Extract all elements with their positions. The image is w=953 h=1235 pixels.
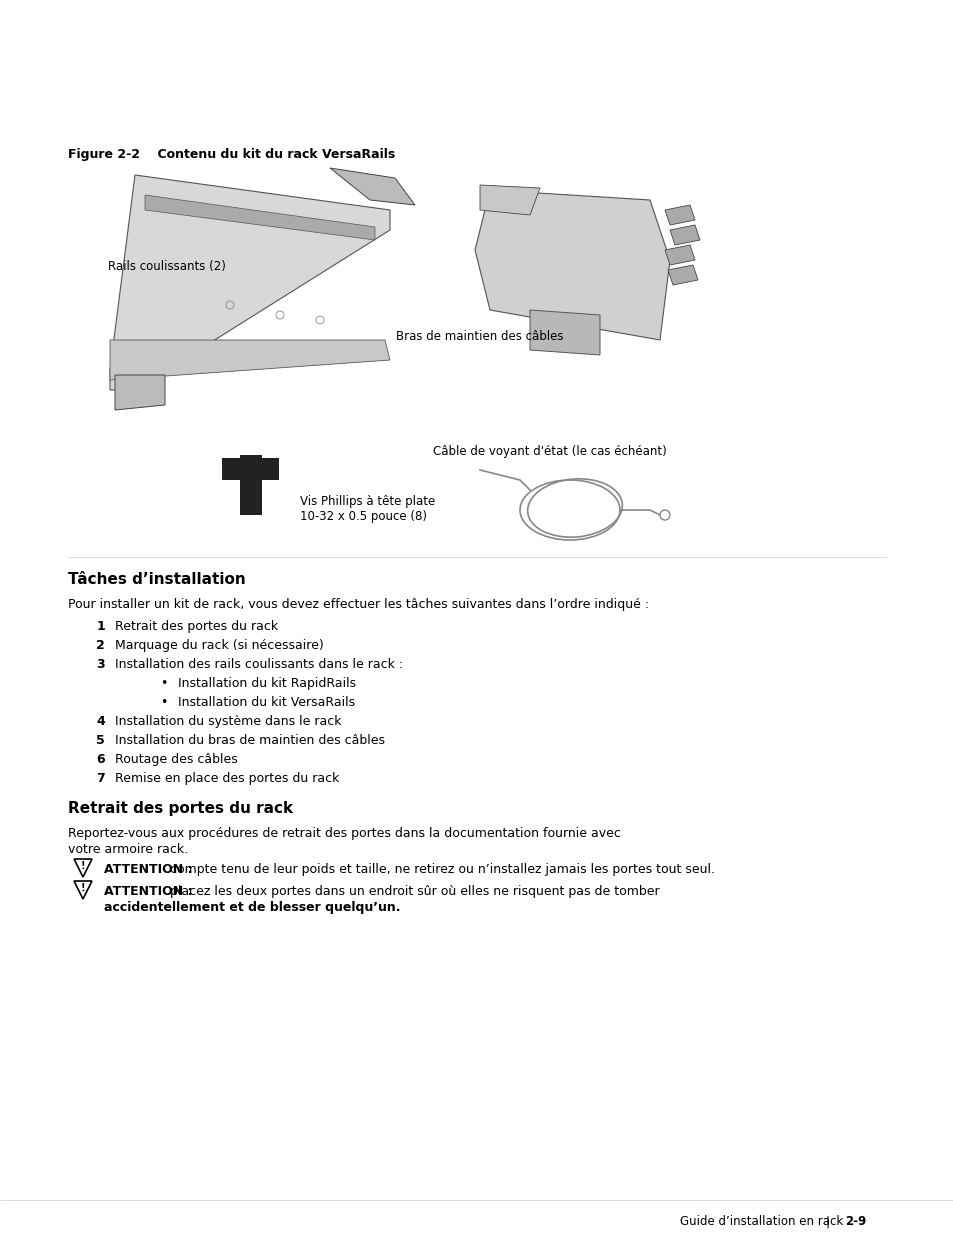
Polygon shape (475, 190, 669, 340)
Text: 7: 7 (96, 772, 105, 785)
Text: Installation du bras de maintien des câbles: Installation du bras de maintien des câb… (115, 734, 385, 747)
Text: Remise en place des portes du rack: Remise en place des portes du rack (115, 772, 339, 785)
Polygon shape (664, 245, 695, 266)
Polygon shape (145, 195, 375, 240)
Text: Routage des câbles: Routage des câbles (115, 753, 237, 766)
Text: •: • (160, 677, 167, 690)
Text: Figure 2-2    Contenu du kit du rack VersaRails: Figure 2-2 Contenu du kit du rack VersaR… (68, 148, 395, 161)
Text: Tâches d’installation: Tâches d’installation (68, 572, 246, 587)
Text: Vis Phillips à tête plate: Vis Phillips à tête plate (299, 495, 435, 508)
Text: 2: 2 (96, 638, 105, 652)
Text: Câble de voyant d'état (le cas échéant): Câble de voyant d'état (le cas échéant) (433, 445, 666, 458)
Polygon shape (669, 225, 700, 245)
Polygon shape (110, 175, 390, 390)
Text: 5: 5 (96, 734, 105, 747)
Text: Pour installer un kit de rack, vous devez effectuer les tâches suivantes dans l’: Pour installer un kit de rack, vous deve… (68, 598, 648, 611)
Text: Installation du kit RapidRails: Installation du kit RapidRails (178, 677, 355, 690)
Text: Reportez-vous aux procédures de retrait des portes dans la documentation fournie: Reportez-vous aux procédures de retrait … (68, 827, 620, 840)
Text: Installation du système dans le rack: Installation du système dans le rack (115, 715, 341, 727)
Text: •: • (160, 697, 167, 709)
Text: 1: 1 (96, 620, 105, 634)
Text: ATTENTION :: ATTENTION : (104, 863, 196, 876)
Text: ATTENTION :: ATTENTION : (104, 885, 196, 898)
Text: Rails coulissants (2): Rails coulissants (2) (108, 261, 226, 273)
Text: 4: 4 (96, 715, 105, 727)
Polygon shape (667, 266, 698, 285)
Polygon shape (664, 205, 695, 225)
Text: Installation du kit VersaRails: Installation du kit VersaRails (178, 697, 355, 709)
Polygon shape (115, 375, 165, 410)
Text: Retrait des portes du rack: Retrait des portes du rack (68, 802, 293, 816)
Text: 6: 6 (96, 753, 105, 766)
Text: 10-32 x 0.5 pouce (8): 10-32 x 0.5 pouce (8) (299, 510, 427, 522)
Polygon shape (330, 168, 415, 205)
Text: Retrait des portes du rack: Retrait des portes du rack (115, 620, 278, 634)
Text: !: ! (81, 861, 85, 871)
Text: votre armoire rack.: votre armoire rack. (68, 844, 188, 856)
Polygon shape (479, 185, 539, 215)
Polygon shape (110, 340, 390, 380)
Text: Bras de maintien des câbles: Bras de maintien des câbles (395, 330, 563, 343)
Text: accidentellement et de blesser quelqu’un.: accidentellement et de blesser quelqu’un… (104, 902, 400, 914)
Text: |: | (825, 1215, 829, 1228)
Text: 3: 3 (96, 658, 105, 671)
FancyBboxPatch shape (222, 458, 278, 480)
Polygon shape (530, 310, 599, 354)
FancyBboxPatch shape (240, 454, 262, 515)
Text: Marquage du rack (si nécessaire): Marquage du rack (si nécessaire) (115, 638, 323, 652)
Text: Installation des rails coulissants dans le rack :: Installation des rails coulissants dans … (115, 658, 403, 671)
Text: !: ! (81, 883, 85, 893)
Text: Guide d’installation en rack: Guide d’installation en rack (679, 1215, 842, 1228)
Text: placez les deux portes dans un endroit sûr où elles ne risquent pas de tomber: placez les deux portes dans un endroit s… (170, 885, 659, 898)
Text: compte tenu de leur poids et taille, ne retirez ou n’installez jamais les portes: compte tenu de leur poids et taille, ne … (170, 863, 714, 876)
Text: 2-9: 2-9 (844, 1215, 865, 1228)
